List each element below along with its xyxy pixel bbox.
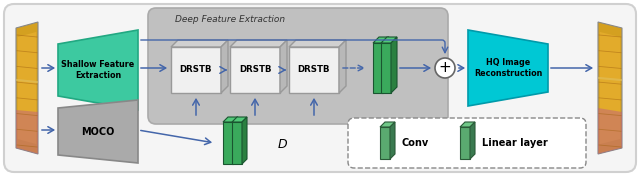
Polygon shape bbox=[390, 122, 395, 159]
Polygon shape bbox=[381, 37, 397, 43]
FancyBboxPatch shape bbox=[171, 47, 221, 93]
FancyBboxPatch shape bbox=[348, 118, 586, 168]
FancyBboxPatch shape bbox=[230, 47, 280, 93]
Text: DRSTB: DRSTB bbox=[298, 65, 330, 74]
FancyBboxPatch shape bbox=[148, 8, 448, 124]
Polygon shape bbox=[391, 37, 397, 93]
Circle shape bbox=[435, 58, 455, 78]
Polygon shape bbox=[16, 22, 38, 154]
Polygon shape bbox=[373, 37, 389, 43]
FancyBboxPatch shape bbox=[232, 122, 242, 164]
Polygon shape bbox=[460, 122, 475, 127]
Polygon shape bbox=[230, 40, 287, 47]
FancyBboxPatch shape bbox=[373, 43, 383, 93]
FancyBboxPatch shape bbox=[289, 47, 339, 93]
Polygon shape bbox=[383, 37, 389, 93]
FancyBboxPatch shape bbox=[380, 127, 390, 159]
Text: DRSTB: DRSTB bbox=[180, 65, 212, 74]
Text: Deep Feature Extraction: Deep Feature Extraction bbox=[175, 15, 285, 24]
Polygon shape bbox=[242, 117, 247, 164]
Polygon shape bbox=[16, 110, 38, 154]
Polygon shape bbox=[380, 122, 395, 127]
Text: Conv: Conv bbox=[402, 138, 429, 148]
Text: D: D bbox=[278, 139, 287, 152]
Text: Linear layer: Linear layer bbox=[482, 138, 548, 148]
Polygon shape bbox=[598, 22, 622, 154]
Text: MOCO: MOCO bbox=[81, 127, 115, 137]
Polygon shape bbox=[223, 117, 238, 122]
Polygon shape bbox=[280, 40, 287, 93]
Polygon shape bbox=[233, 117, 238, 164]
FancyBboxPatch shape bbox=[460, 127, 470, 159]
Polygon shape bbox=[58, 30, 138, 110]
Polygon shape bbox=[289, 40, 346, 47]
Polygon shape bbox=[598, 108, 622, 154]
Polygon shape bbox=[470, 122, 475, 159]
Polygon shape bbox=[600, 32, 620, 144]
Polygon shape bbox=[58, 100, 138, 163]
Text: Shallow Feature
Extraction: Shallow Feature Extraction bbox=[61, 60, 134, 80]
Polygon shape bbox=[232, 117, 247, 122]
Text: HQ Image
Reconstruction: HQ Image Reconstruction bbox=[474, 58, 542, 78]
Polygon shape bbox=[339, 40, 346, 93]
Polygon shape bbox=[171, 40, 228, 47]
Polygon shape bbox=[221, 40, 228, 93]
FancyBboxPatch shape bbox=[223, 122, 233, 164]
Text: +: + bbox=[438, 61, 451, 76]
FancyBboxPatch shape bbox=[4, 4, 636, 172]
Polygon shape bbox=[18, 32, 36, 144]
Polygon shape bbox=[468, 30, 548, 106]
FancyBboxPatch shape bbox=[381, 43, 391, 93]
Text: DRSTB: DRSTB bbox=[239, 65, 271, 74]
